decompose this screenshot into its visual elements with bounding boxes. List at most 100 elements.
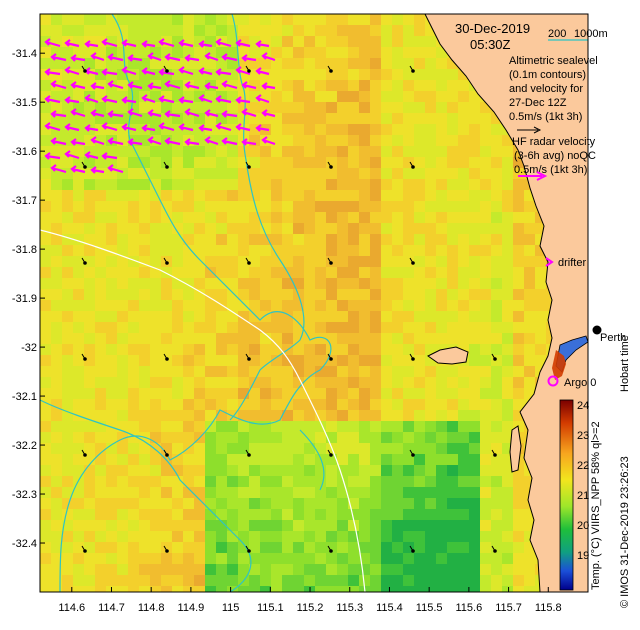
sst-cell (348, 564, 360, 576)
sst-cell (106, 58, 118, 70)
sst-cell (469, 355, 481, 367)
sst-cell (315, 14, 327, 26)
sst-cell (40, 476, 52, 488)
sst-cell (227, 344, 239, 356)
sst-cell (73, 157, 85, 169)
sst-cell (381, 476, 393, 488)
sst-cell (348, 58, 360, 70)
sst-cell (282, 245, 294, 257)
sst-cell (51, 300, 63, 312)
sst-cell (172, 212, 184, 224)
sst-cell (370, 432, 382, 444)
sst-cell (348, 586, 360, 592)
sst-cell (480, 146, 492, 158)
sst-cell (381, 47, 393, 59)
sst-cell (535, 245, 547, 257)
sst-cell (403, 553, 415, 565)
sst-cell (436, 135, 448, 147)
sst-cell (315, 157, 327, 169)
sst-cell (337, 300, 349, 312)
sst-cell (370, 542, 382, 554)
sst-cell (128, 91, 140, 103)
sst-cell (95, 223, 107, 235)
sst-cell (513, 564, 525, 576)
sst-cell (469, 300, 481, 312)
sst-cell (40, 366, 52, 378)
sst-cell (194, 124, 206, 136)
sst-cell (194, 14, 206, 26)
hf-arrow (127, 108, 143, 118)
sst-cell (304, 498, 316, 510)
sst-cell (458, 531, 470, 543)
sst-cell (403, 223, 415, 235)
sst-cell (194, 102, 206, 114)
sst-cell (513, 201, 525, 213)
sst-cell (172, 531, 184, 543)
altimetry-arrow-head (83, 357, 87, 361)
sst-cell (95, 575, 107, 587)
sst-cell (62, 498, 74, 510)
sst-cell (84, 344, 96, 356)
sst-cell (51, 25, 63, 37)
sst-cell (326, 575, 338, 587)
sst-cell (249, 476, 261, 488)
sst-cell (513, 586, 525, 592)
sst-cell (172, 476, 184, 488)
sst-cell (293, 113, 305, 125)
sst-cell (161, 498, 173, 510)
x-tick-label: 115.6 (456, 602, 483, 614)
sst-cell (271, 333, 283, 345)
sst-cell (227, 179, 239, 191)
sst-cell (326, 355, 338, 367)
sst-cell (183, 113, 195, 125)
sst-cell (381, 267, 393, 279)
sst-cell (315, 333, 327, 345)
sst-cell (403, 124, 415, 136)
sst-cell (282, 498, 294, 510)
sst-cell (216, 476, 228, 488)
sst-cell (513, 278, 525, 290)
sst-cell (249, 421, 261, 433)
sst-cell (403, 278, 415, 290)
sst-cell (150, 190, 162, 202)
sst-cell (84, 267, 96, 279)
sst-cell (84, 201, 96, 213)
sst-cell (106, 190, 118, 202)
sst-cell (337, 509, 349, 521)
sst-cell (183, 553, 195, 565)
sst-cell (282, 223, 294, 235)
hf-arrow (255, 94, 270, 104)
sst-cell (117, 124, 129, 136)
hf-arrow (178, 123, 194, 132)
sst-cell (414, 80, 426, 92)
sst-cell (392, 91, 404, 103)
sst-cell (84, 476, 96, 488)
sst-cell (282, 124, 294, 136)
sst-cell (238, 509, 250, 521)
sst-cell (447, 289, 459, 301)
sst-cell (480, 278, 492, 290)
sst-cell (381, 377, 393, 389)
sst-cell (524, 201, 536, 213)
altimetry-arrow-head (493, 357, 497, 361)
sst-cell (249, 564, 261, 576)
sst-cell (282, 234, 294, 246)
sst-cell (480, 333, 492, 345)
sst-cell (414, 124, 426, 136)
sst-cell (392, 344, 404, 356)
sst-cell (348, 399, 360, 411)
sst-cell (95, 102, 107, 114)
sst-cell (249, 47, 261, 59)
sst-cell (62, 487, 74, 499)
sst-cell (524, 586, 536, 592)
sst-cell (502, 366, 514, 378)
sst-cell (216, 157, 228, 169)
sst-cell (73, 146, 85, 158)
sst-cell (403, 157, 415, 169)
sst-cell (469, 388, 481, 400)
sst-cell (205, 256, 217, 268)
sst-cell (447, 377, 459, 389)
sst-cell (392, 443, 404, 455)
sst-cell (117, 300, 129, 312)
sst-cell (117, 553, 129, 565)
